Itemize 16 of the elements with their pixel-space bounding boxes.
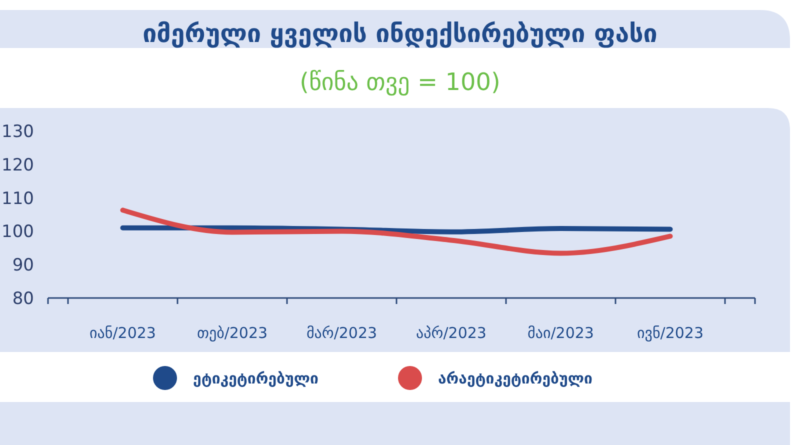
y-tick-label: 90 — [12, 256, 34, 276]
y-tick-label: 100 — [2, 222, 34, 242]
x-tick-label: აპრ/2023 — [416, 324, 486, 342]
chart-title: იმერული ყველის ინდექსირებული ფასი — [142, 19, 658, 48]
x-tick-label: მარ/2023 — [306, 324, 378, 342]
y-tick-label: 120 — [2, 155, 34, 176]
chart-subtitle: (წინა თვე = 100) — [300, 68, 500, 96]
legend-label: ეტიკეტირებული — [193, 369, 318, 388]
legend-label: არაეტიკეტირებული — [438, 369, 592, 388]
x-tick-label: იან/2023 — [90, 324, 156, 342]
x-tick-label: მაი/2023 — [528, 324, 594, 342]
x-tick-label: ივნ/2023 — [636, 324, 704, 342]
y-tick-label: 80 — [12, 288, 34, 309]
x-tick-label: თებ/2023 — [196, 324, 268, 342]
y-tick-label: 130 — [2, 122, 34, 142]
y-tick-label: 110 — [2, 188, 34, 209]
